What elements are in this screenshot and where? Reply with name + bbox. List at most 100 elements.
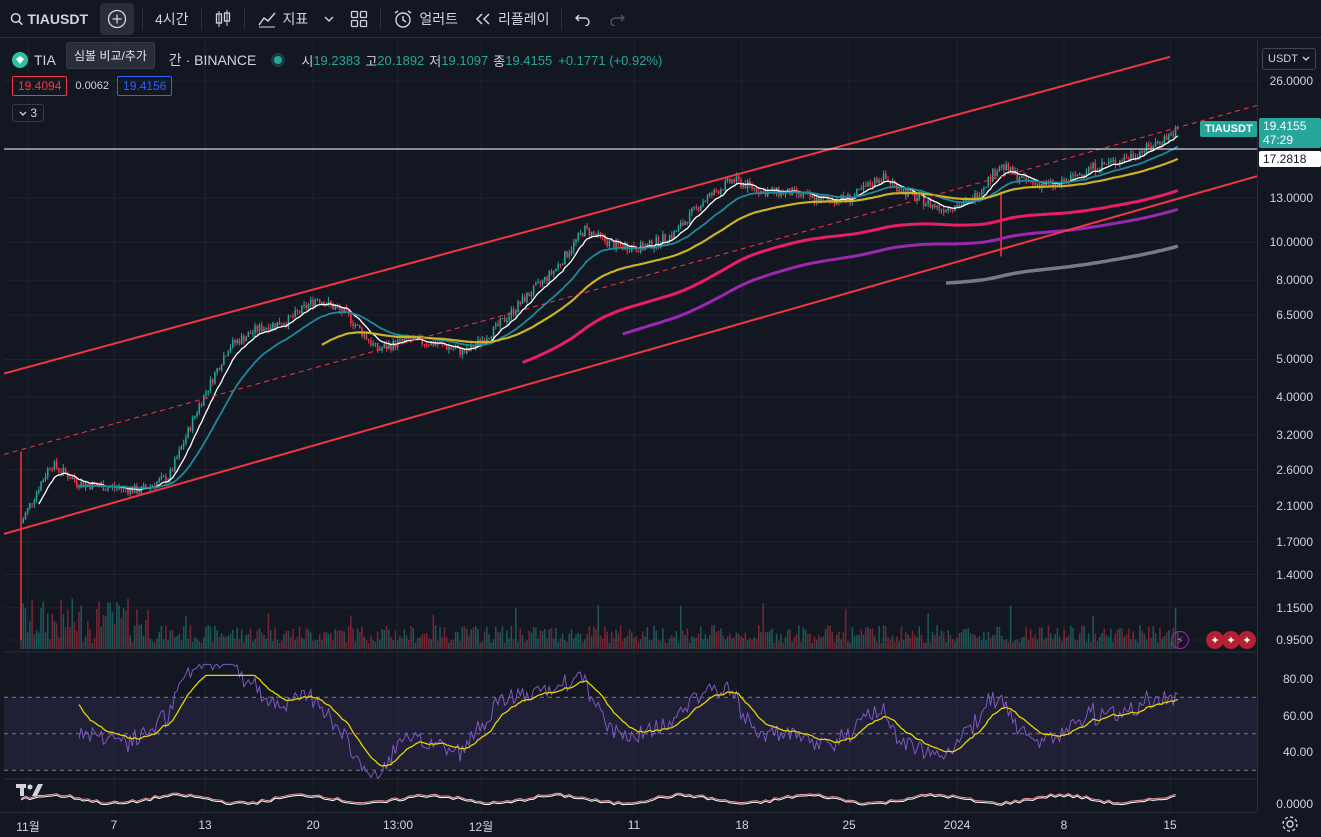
candle-body [461, 349, 464, 355]
undo-button[interactable] [566, 0, 600, 38]
candle-body [80, 481, 82, 488]
volume-bar [33, 634, 36, 649]
volume-bar [593, 626, 595, 649]
candle-body [1065, 179, 1068, 184]
candle-body [223, 355, 225, 366]
currency-selector[interactable]: USDT [1262, 48, 1316, 70]
volume-bar [831, 632, 834, 649]
volume-bar [715, 631, 718, 649]
candle-body [490, 337, 493, 339]
candle-body [448, 347, 450, 350]
volume-bar [896, 636, 898, 649]
candle-body [38, 490, 40, 493]
volume-bar [205, 627, 207, 649]
indicators-dropdown[interactable] [316, 0, 342, 38]
tradingview-logo-icon[interactable] [16, 782, 44, 798]
chart-type-button[interactable] [206, 0, 240, 38]
interval-button[interactable]: 4시간 [147, 0, 197, 38]
price-chart[interactable] [4, 40, 1257, 812]
ask-button[interactable]: 19.4156 [117, 76, 173, 96]
change-value: +0.1771 (+0.92%) [558, 52, 663, 68]
candle-body [983, 187, 985, 191]
time-scale[interactable]: 11월 7 13 20 13:00 12월 11 18 25 2024 8 15 [0, 812, 1257, 837]
volume-bar [644, 636, 646, 649]
volume-bar [178, 633, 181, 649]
candle-body [49, 468, 51, 470]
lightning-event-icon[interactable]: ⚡ [1171, 631, 1189, 649]
candle-body [283, 324, 285, 326]
indicators-toggle[interactable]: 3 [12, 104, 45, 122]
candle-body [367, 339, 370, 342]
price-scale[interactable]: USDT 19.4155 47:29 17.2818 26.0000 13.000… [1257, 40, 1321, 812]
price-tick-label: 1.1500 [1276, 600, 1313, 615]
candle-body [867, 182, 869, 187]
candle-body [1176, 128, 1179, 130]
volume-bar [419, 637, 421, 649]
volume-bar [165, 625, 167, 649]
candle-body [374, 343, 377, 345]
candle-body [214, 372, 216, 384]
volume-bar [381, 629, 383, 649]
symbol-search-button[interactable]: TIAUSDT [0, 0, 96, 38]
candle-body [343, 308, 345, 314]
candle-body [635, 248, 637, 251]
layout-button[interactable] [342, 0, 376, 38]
candle-body [925, 204, 927, 207]
us-flag-event-icon[interactable]: ✦ [1206, 631, 1224, 649]
candle-body [671, 235, 673, 239]
compare-symbol-button[interactable] [100, 2, 134, 35]
us-flag-event-icon[interactable]: ✦ [1222, 631, 1240, 649]
candle-body [58, 468, 60, 472]
volume-bar [283, 634, 285, 649]
indicators-button[interactable]: 지표 [249, 0, 317, 38]
volume-bar [71, 598, 74, 649]
candle-body [272, 323, 274, 328]
volume-bar [967, 628, 970, 649]
time-tick-label: 12월 [468, 820, 494, 834]
volume-bar [185, 616, 187, 649]
volume-bar [956, 637, 958, 649]
candle-body [303, 304, 305, 306]
volume-bar [916, 636, 918, 649]
volume-bar [31, 599, 33, 649]
candle-body [860, 188, 863, 190]
redo-button[interactable] [600, 0, 634, 38]
candle-body [1134, 157, 1137, 159]
candle-body [700, 205, 702, 211]
volume-bar [671, 634, 673, 649]
candle-body [550, 271, 553, 275]
volume-bar [87, 621, 89, 649]
candle-body [833, 202, 836, 205]
price-tick-label: 13.0000 [1269, 191, 1313, 206]
candle-body [858, 188, 860, 190]
candle-body [122, 487, 125, 490]
us-flag-event-icon[interactable]: ✦ [1238, 631, 1256, 649]
candle-body [376, 343, 379, 351]
volume-bar [572, 638, 575, 649]
market-status-dot[interactable] [274, 56, 283, 64]
alert-button[interactable]: 얼러트 [385, 0, 466, 38]
volume-bar [334, 628, 337, 649]
volume-bar [978, 635, 981, 649]
replay-button[interactable]: 리플레이 [466, 0, 558, 38]
candle-body [824, 197, 827, 199]
volume-bar [648, 639, 651, 649]
volume-bar [370, 635, 372, 649]
volume-bar [127, 598, 129, 649]
gear-icon[interactable] [1280, 814, 1300, 834]
volume-bar [675, 630, 678, 649]
spread-value: 0.0062 [75, 80, 110, 92]
candle-body [178, 449, 181, 458]
volume-bar [900, 626, 903, 649]
bid-button[interactable]: 19.4094 [12, 76, 68, 96]
volume-bar [236, 627, 238, 649]
candle-body [702, 201, 704, 206]
volume-bar [1139, 625, 1141, 649]
volume-bar [537, 638, 539, 649]
channel-upper-line [4, 55, 1171, 375]
candle-body [677, 226, 680, 232]
candle-body [127, 488, 129, 494]
candle-body [73, 477, 76, 480]
candle-body [934, 204, 936, 208]
oscillator-signal-line [20, 794, 1176, 806]
